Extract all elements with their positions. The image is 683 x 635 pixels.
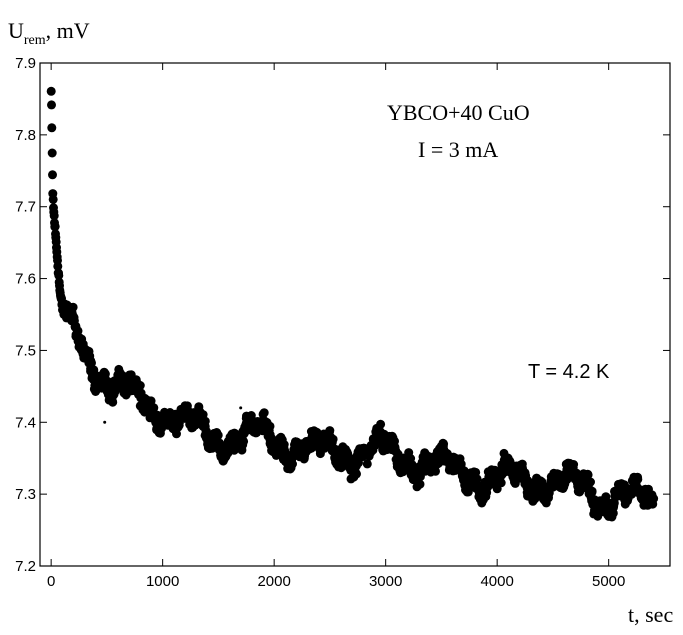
y-tick-label: 7.4 [15,414,36,431]
data-point [648,494,658,504]
y-tick-label: 7.9 [15,55,36,72]
data-point [47,123,57,133]
data-point [265,421,275,431]
data-point [587,486,597,496]
data-point [135,381,145,390]
annotation-sample: YBCO+40 CuO [387,100,530,125]
x-axis-label: t, sec [628,602,673,627]
plot-frame [39,62,671,567]
data-points [46,86,659,522]
x-tick-label: 0 [47,573,55,590]
y-tick-label: 7.7 [15,199,36,216]
data-point [583,469,593,479]
data-point [48,170,57,180]
y-tick-label: 7.5 [15,342,36,359]
annotation-current: I = 3 mA [418,137,498,162]
y-axis-label-unit: , mV [46,18,90,43]
data-point [472,474,482,484]
y-tick-label: 7.6 [15,271,36,288]
data-point [50,221,60,231]
y-tick-label: 7.2 [15,558,36,575]
data-point [239,406,243,410]
data-point [69,313,79,323]
data-point [352,469,361,479]
y-axis-label-main: U [8,18,24,43]
data-point [496,478,506,488]
data-point [238,440,248,450]
data-point [54,270,64,280]
y-tick-label: 7.3 [15,486,36,503]
data-point [103,420,107,424]
data-point [259,408,269,418]
data-point [568,460,578,470]
data-point [48,194,58,204]
axis-ticks [40,62,670,567]
axis-tick-labels: 0 1000 2000 3000 4000 5000 7.2 7.3 7.4 7.5 7.6 7.7 7… [15,55,625,590]
data-point [279,440,289,450]
data-point [49,211,59,221]
y-tick-label: 7.8 [15,127,36,144]
x-tick-label: 3000 [369,573,402,590]
data-point [100,369,110,379]
y-axis-label-subscript: rem [24,33,46,48]
data-point [46,86,56,96]
data-point [415,479,425,489]
x-tick-label: 5000 [592,573,625,590]
data-point [47,148,57,158]
data-point [213,430,223,440]
data-point [586,477,595,487]
data-point [439,439,449,449]
x-tick-label: 4000 [480,573,513,590]
data-point [362,459,372,469]
data-point [537,477,547,487]
data-point [376,419,386,429]
y-axis-label: Urem, mV [8,18,90,48]
data-point [53,261,63,271]
data-point [68,302,78,312]
data-point [633,472,643,482]
data-point [146,396,156,406]
data-point [86,356,96,366]
x-tick-label: 1000 [146,573,179,590]
x-tick-label: 2000 [257,573,290,590]
data-point [47,100,56,110]
annotation-temperature: T = 4.2 K [528,361,610,383]
data-point [512,471,516,475]
